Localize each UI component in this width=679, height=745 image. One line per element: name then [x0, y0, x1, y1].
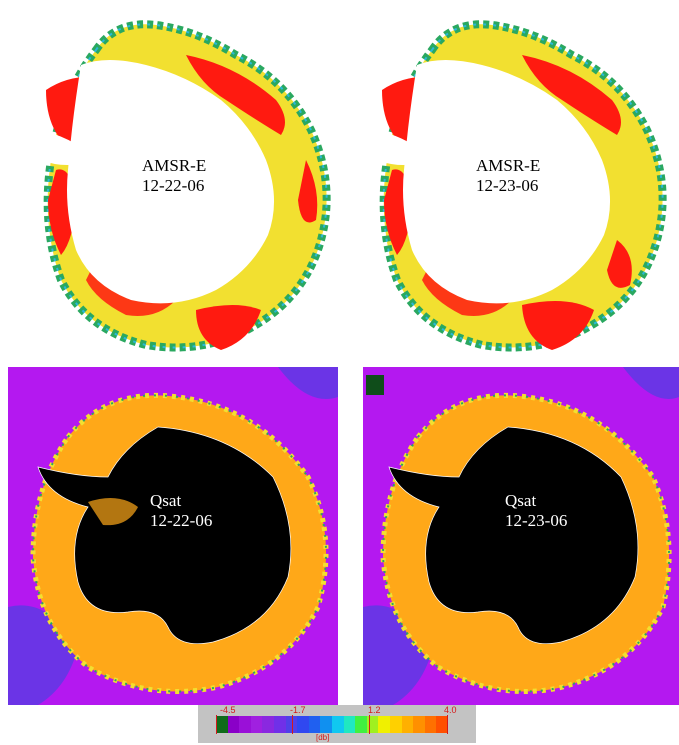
amsr-caption-1: AMSR-E 12-22-06: [142, 156, 206, 196]
amsr-panel-2: AMSR-E 12-23-06: [372, 10, 679, 360]
qsat-caption-1: Qsat 12-22-06: [150, 491, 212, 531]
colorbar-tick-low: -1.7: [290, 705, 306, 715]
colorbar-swatch: [355, 716, 367, 733]
colorbar-tick-max: 4.0: [444, 705, 457, 715]
qsat-map-1: [8, 367, 338, 705]
date-label: 12-22-06: [150, 511, 213, 530]
colorbar-swatch: [401, 716, 414, 733]
colorbar-swatch: [331, 716, 344, 733]
sensor-label: AMSR-E: [476, 156, 541, 175]
date-label: 12-23-06: [476, 176, 539, 195]
colorbar-tick-high: 1.2: [368, 705, 381, 715]
colorbar-swatch: [250, 716, 263, 733]
colorbar-tickmark-max: [447, 715, 448, 734]
colorbar-swatch: [366, 716, 379, 733]
amsr-caption-2: AMSR-E 12-23-06: [476, 156, 540, 196]
colorbar-swatch: [273, 716, 286, 733]
colorbar-tickmark-min: [216, 715, 217, 734]
colorbar-swatch: [216, 716, 228, 733]
colorbar: -4.5 -1.7 1.2 4.0 [db]: [198, 705, 476, 743]
colorbar-swatch: [227, 716, 240, 733]
date-label: 12-22-06: [142, 176, 205, 195]
colorbar-tickmark-high: [369, 715, 370, 734]
sensor-label: AMSR-E: [142, 156, 207, 175]
amsr-panel-1: AMSR-E 12-22-06: [36, 10, 346, 360]
colorbar-swatch: [285, 716, 298, 733]
colorbar-swatch: [436, 716, 448, 733]
colorbar-swatch: [262, 716, 274, 733]
sensor-label: Qsat: [150, 491, 182, 510]
colorbar-swatch: [413, 716, 425, 733]
colorbar-tick-min: -4.5: [220, 705, 236, 715]
sensor-label: Qsat: [505, 491, 537, 510]
qsat-panel-2: Qsat 12-23-06: [363, 367, 679, 705]
qsat-panel-1: Qsat 12-22-06: [8, 367, 338, 705]
qsat-map-2: [363, 367, 679, 705]
colorbar-swatch: [239, 716, 251, 733]
colorbar-swatch: [343, 716, 356, 733]
colorbar-swatch: [297, 716, 309, 733]
amsr-map-2: [372, 20, 667, 352]
colorbar-swatch: [320, 716, 332, 733]
colorbar-unit: [db]: [316, 733, 330, 742]
date-label: 12-23-06: [505, 511, 568, 530]
colorbar-strip: [216, 716, 448, 733]
colorbar-swatch: [308, 716, 321, 733]
amsr-map-1: [36, 20, 331, 352]
colorbar-swatch: [424, 716, 437, 733]
colorbar-swatch: [378, 716, 390, 733]
colorbar-swatch: [389, 716, 402, 733]
colorbar-tickmark-low: [292, 715, 293, 734]
qsat-caption-2: Qsat 12-23-06: [505, 491, 567, 531]
